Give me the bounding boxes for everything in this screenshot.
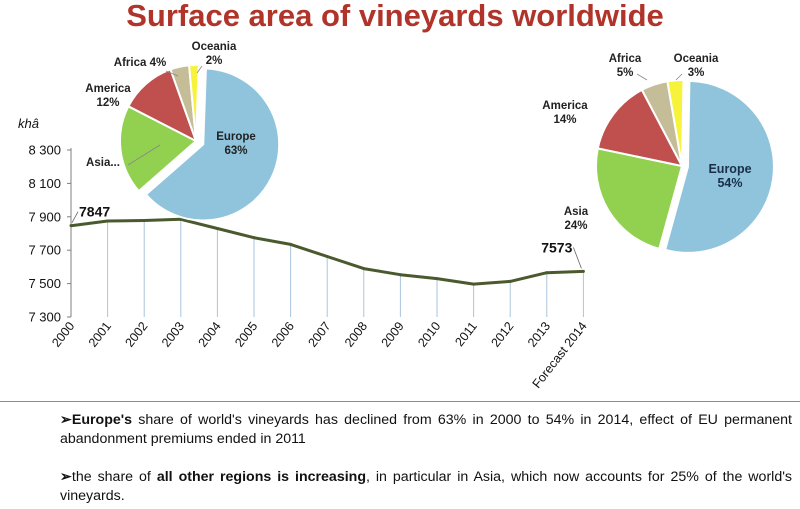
x-tick-label: 2013 [525, 319, 553, 350]
pie-slice-label: 5% [617, 67, 634, 79]
pie-slice-label: 14% [553, 114, 576, 126]
data-point [325, 255, 329, 259]
y-axis-label: khâ [18, 116, 39, 131]
data-label: 7573 [541, 239, 572, 255]
pie-label-leader [636, 73, 648, 81]
data-point [252, 236, 256, 240]
pie-slice-label: Europe [708, 162, 751, 176]
x-tick-label: 2004 [196, 319, 224, 350]
pie-slice-asia [119, 104, 198, 193]
pie-label-leader [127, 144, 161, 166]
pie-slice-label: 3% [688, 67, 705, 79]
data-point [581, 269, 585, 273]
data-point [215, 226, 219, 230]
pie-slice-label: Oceania [192, 41, 237, 53]
y-tick-label: 7 900 [28, 209, 61, 224]
data-point [142, 218, 146, 222]
note-text: , in particular in Asia, which now accou… [60, 469, 793, 504]
data-point [508, 279, 512, 283]
note-bold-lead: Europe's [71, 412, 133, 428]
data-point [472, 282, 476, 286]
arrow-bullet-icon: ➢ [60, 412, 72, 428]
pie-slice-america [596, 88, 684, 168]
pie-slice-europe [144, 67, 281, 222]
page-title: Surface area of vineyards worldwide [126, 0, 664, 33]
data-point [398, 273, 402, 277]
pie-slice-label: 63% [224, 145, 247, 157]
line-series: 7847 7573 [69, 204, 585, 317]
data-label-leader [71, 211, 79, 223]
pie-slice-oceania [666, 78, 685, 167]
pie-slice-label: America [542, 100, 588, 112]
x-tick-label: 2010 [415, 319, 443, 350]
pie-label-leader [165, 70, 179, 77]
x-tick-label: 2012 [488, 319, 516, 350]
note-europe-share: ➢Europe's share of world's vineyards has… [60, 411, 792, 449]
data-point [69, 224, 73, 228]
pie-slice-europe [663, 79, 775, 254]
pie-slice-label: 12% [96, 97, 119, 109]
note-bold: all other regions is increasing [156, 469, 366, 485]
data-point [106, 219, 110, 223]
data-point [435, 277, 439, 281]
pie-slice-label: Africa [609, 53, 642, 65]
x-tick-label: 2005 [232, 319, 260, 350]
data-label: 7847 [79, 204, 110, 220]
x-tick-label: 2011 [452, 319, 480, 349]
y-axis: 7 300 7 500 7 700 7 900 8 100 8 300 khâ [18, 116, 72, 325]
y-tick-label: 7 500 [28, 276, 61, 291]
pie-slice-label: Asia [564, 206, 589, 218]
data-point [289, 242, 293, 246]
data-point [179, 217, 183, 221]
note-lead: the share of [71, 469, 157, 485]
pie-slice-label: America [85, 83, 131, 95]
y-tick-label: 8 300 [28, 143, 61, 158]
x-tick-label: 2007 [305, 319, 333, 350]
x-tick-label: 2002 [122, 319, 150, 350]
pie-slice-label: Europe [216, 131, 256, 143]
y-tick-label: 8 100 [28, 176, 61, 191]
pie-label-leader [675, 73, 683, 81]
y-tick-label: 7 700 [28, 243, 61, 258]
pie-slice-oceania [188, 63, 200, 142]
pie-slice-asia [595, 147, 684, 251]
pie-slice-label: 54% [717, 176, 742, 190]
x-tick-label: 2001 [86, 319, 114, 350]
data-point [362, 267, 366, 271]
pie-slice-label: Asia... [86, 157, 120, 169]
data-label-leader [573, 247, 582, 269]
x-tick-label: 2008 [342, 319, 370, 350]
pie-slice-label: 24% [564, 220, 587, 232]
y-tick-label: 7 300 [28, 310, 61, 325]
x-tick-label: 2009 [379, 319, 407, 350]
x-tick-label: 2006 [269, 319, 297, 350]
arrow-bullet-icon: ➢ [60, 469, 72, 485]
note-other-regions: ➢the share of all other regions is incre… [60, 468, 792, 506]
x-axis: 2000 2001 2002 2003 2004 2005 2006 2007 2008 2009… [49, 319, 590, 391]
chart-area: 7 300 7 500 7 700 7 900 8 100 8 300 khâ 7847 75… [18, 41, 775, 391]
pie-chart-2000: Europe 63% Asia... America 12% Africa 4% Ocean… [85, 41, 281, 222]
x-tick-label: 2003 [159, 319, 187, 350]
pie-label-leader [196, 65, 203, 74]
pie-slice-label: Oceania [674, 53, 719, 65]
pie-slice-label: Africa 4% [114, 57, 166, 69]
pie-slice-label: 2% [206, 55, 223, 67]
note-text: share of world's vineyards has declined … [60, 412, 792, 447]
notes-panel: ➢Europe's share of world's vineyards has… [0, 401, 800, 509]
data-point [545, 271, 549, 275]
